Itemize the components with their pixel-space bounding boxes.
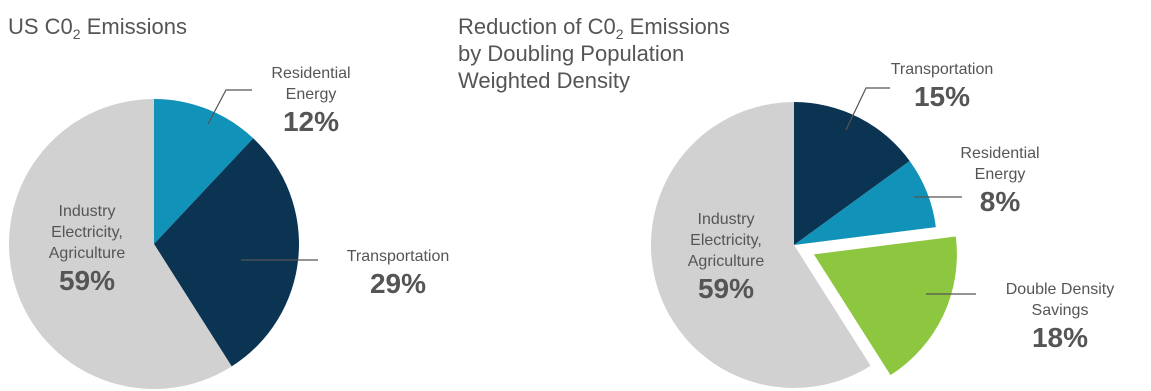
chart1-label-residential-energy-value: 12% xyxy=(283,106,339,137)
chart2-slice-double-density xyxy=(813,236,957,376)
chart2-leader-transportation xyxy=(845,87,890,131)
chart1-label-industry: Industry Electricity, Agriculture 59% xyxy=(49,203,126,296)
us-emissions-pie-chart: US C02 Emissions Residential Energy 12% Tra… xyxy=(8,14,449,389)
chart1-label-transportation: Transportation 29% xyxy=(347,248,450,299)
chart2-label-double-density-savings-text: Savings xyxy=(1032,302,1089,319)
chart1-slice-residential xyxy=(154,99,254,244)
chart2-label-double-density-savings-text: Double Density xyxy=(1006,281,1115,298)
chart1-title: US C02 Emissions xyxy=(8,14,187,42)
chart2-labels: Transportation 15% Residential Energy 8% Doub… xyxy=(688,61,1114,353)
chart2-label-industry-text: Industry xyxy=(698,211,755,228)
chart2-slice-residential xyxy=(794,160,936,245)
chart2-label-industry: Industry Electricity, Agriculture 59% xyxy=(688,211,765,304)
chart1-slice-transportation xyxy=(154,138,299,367)
chart1-leader-residential xyxy=(207,89,252,125)
chart1-slices xyxy=(8,99,299,389)
chart1-label-transportation-value: 29% xyxy=(370,268,426,299)
chart1-label-industry-text: Agriculture xyxy=(49,245,126,262)
chart2-slice-industry xyxy=(650,102,871,388)
chart2-label-industry-text: Electricity, xyxy=(690,232,762,249)
chart1-label-industry-text: Electricity, xyxy=(51,224,123,241)
chart1-label-industry-value: 59% xyxy=(59,265,115,296)
chart2-label-transportation-text: Transportation xyxy=(891,61,994,78)
chart2-title-line-1: Reduction of C02 Emissions xyxy=(458,14,730,42)
chart2-label-residential-energy-text: Energy xyxy=(975,166,1026,183)
chart2-label-transportation-value: 15% xyxy=(914,81,970,112)
chart2-label-residential-energy: Residential Energy 8% xyxy=(960,145,1039,217)
chart2-label-transportation: Transportation 15% xyxy=(891,61,994,112)
chart2-slices xyxy=(650,102,957,388)
chart1-label-transportation-text: Transportation xyxy=(347,248,450,265)
chart2-slice-transportation xyxy=(794,102,910,245)
chart1-labels: Residential Energy 12% Transportation 29% Ind… xyxy=(49,65,450,299)
chart2-title-line-2: by Doubling Population xyxy=(458,41,684,66)
chart2-label-double-density-savings: Double Density Savings 18% xyxy=(1006,281,1115,353)
chart1-label-industry-text: Industry xyxy=(59,203,116,220)
chart2-label-double-density-savings-value: 18% xyxy=(1032,322,1088,353)
chart2-title-line-3: Weighted Density xyxy=(458,68,630,93)
chart1-slice-industry xyxy=(8,99,232,389)
chart2-label-industry-value: 59% xyxy=(698,273,754,304)
chart2-label-residential-energy-value: 8% xyxy=(980,186,1021,217)
chart2-label-residential-energy-text: Residential xyxy=(960,145,1039,162)
chart1-label-residential-energy-text: Residential xyxy=(271,65,350,82)
chart1-label-residential-energy-text: Energy xyxy=(286,86,337,103)
chart2-label-industry-text: Agriculture xyxy=(688,253,765,270)
chart1-label-residential-energy: Residential Energy 12% xyxy=(271,65,350,137)
